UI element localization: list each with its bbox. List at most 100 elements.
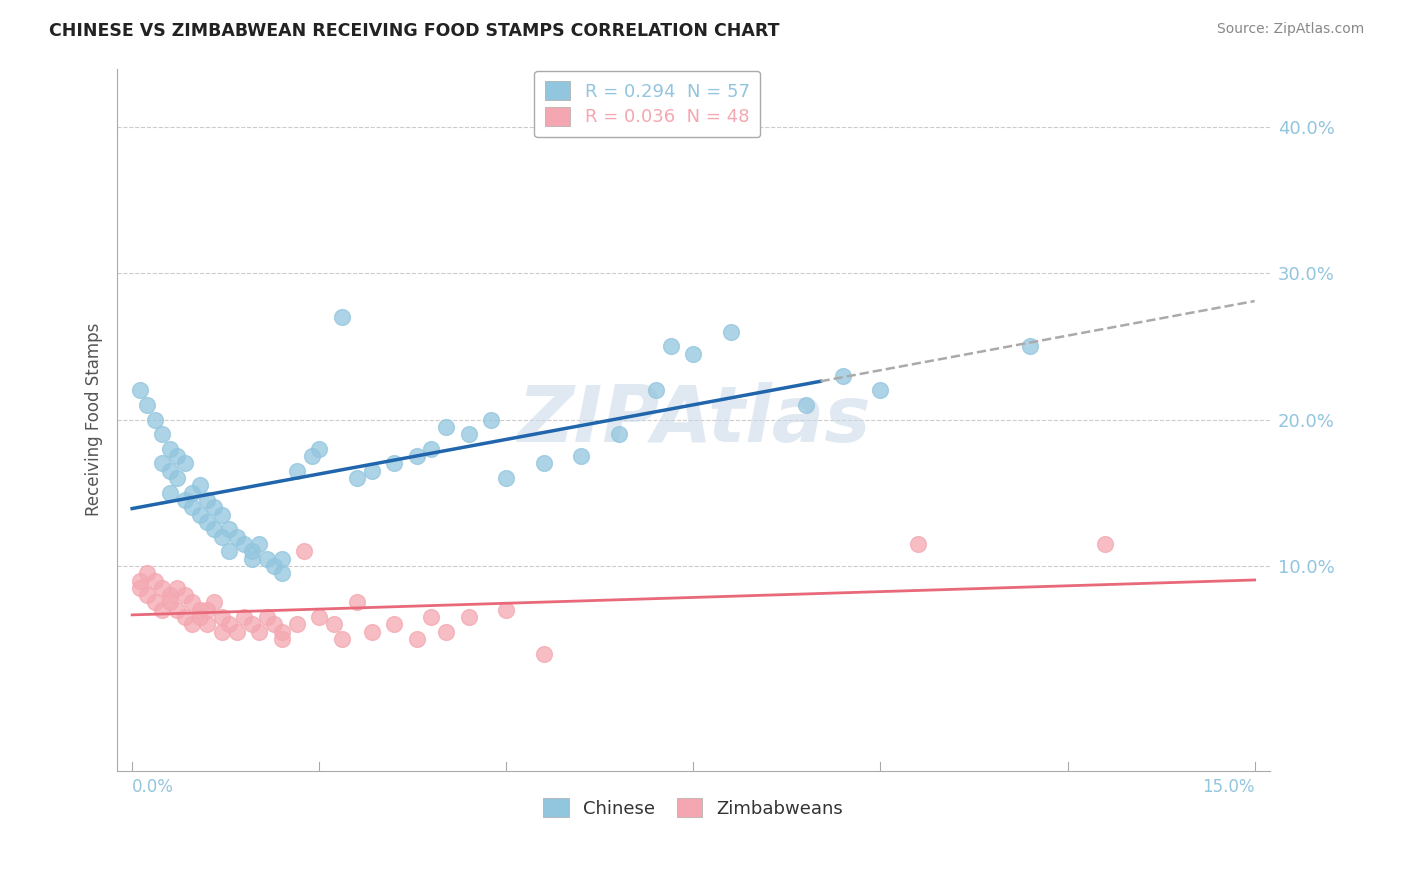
Point [204, 522, 226, 536]
Point [832, 368, 855, 383]
Point [195, 603, 218, 617]
Legend: Chinese, Zimbabweans: Chinese, Zimbabweans [536, 791, 851, 825]
Point [195, 617, 218, 632]
Point [479, 412, 502, 426]
Point [218, 617, 240, 632]
Point [682, 347, 704, 361]
Point [645, 384, 668, 398]
Point [181, 617, 204, 632]
Point [308, 442, 330, 456]
Point [181, 500, 204, 515]
Point [211, 530, 233, 544]
Point [159, 464, 181, 478]
Point [240, 551, 263, 566]
Point [346, 471, 368, 485]
Text: ZIPAtlas: ZIPAtlas [516, 382, 870, 458]
Point [143, 412, 166, 426]
Point [136, 588, 159, 602]
Point [166, 449, 188, 463]
Y-axis label: Receiving Food Stamps: Receiving Food Stamps [86, 323, 103, 516]
Point [195, 493, 218, 508]
Point [495, 603, 517, 617]
Point [360, 624, 382, 639]
Point [159, 442, 181, 456]
Point [128, 581, 150, 595]
Point [181, 595, 204, 609]
Point [405, 449, 427, 463]
Point [308, 610, 330, 624]
Point [495, 471, 517, 485]
Point [150, 581, 173, 595]
Point [420, 610, 443, 624]
Point [233, 610, 256, 624]
Point [173, 610, 195, 624]
Point [247, 537, 270, 551]
Point [143, 574, 166, 588]
Point [436, 624, 458, 639]
Point [211, 508, 233, 522]
Text: 0.0%: 0.0% [132, 778, 174, 796]
Point [405, 632, 427, 646]
Point [659, 339, 682, 353]
Point [360, 464, 382, 478]
Point [285, 464, 308, 478]
Point [270, 624, 292, 639]
Point [159, 595, 181, 609]
Point [218, 544, 240, 558]
Point [1019, 339, 1042, 353]
Point [607, 427, 630, 442]
Point [226, 530, 249, 544]
Point [166, 581, 188, 595]
Point [136, 566, 159, 581]
Point [263, 558, 285, 573]
Point [226, 624, 249, 639]
Point [270, 566, 292, 581]
Point [188, 508, 211, 522]
Point [136, 398, 159, 412]
Point [166, 471, 188, 485]
Point [166, 603, 188, 617]
Point [143, 595, 166, 609]
Point [323, 617, 346, 632]
Point [159, 485, 181, 500]
Point [150, 603, 173, 617]
Point [346, 595, 368, 609]
Point [533, 457, 555, 471]
Point [794, 398, 817, 412]
Text: 15.0%: 15.0% [1202, 778, 1254, 796]
Point [533, 647, 555, 661]
Point [907, 537, 929, 551]
Point [204, 595, 226, 609]
Point [211, 610, 233, 624]
Point [173, 493, 195, 508]
Point [150, 457, 173, 471]
Point [457, 427, 479, 442]
Point [330, 310, 353, 325]
Point [181, 485, 204, 500]
Point [188, 610, 211, 624]
Point [256, 610, 278, 624]
Point [218, 522, 240, 536]
Text: Source: ZipAtlas.com: Source: ZipAtlas.com [1216, 22, 1364, 37]
Point [285, 617, 308, 632]
Point [247, 624, 270, 639]
Point [256, 551, 278, 566]
Point [233, 537, 256, 551]
Point [263, 617, 285, 632]
Point [128, 384, 150, 398]
Point [420, 442, 443, 456]
Point [569, 449, 592, 463]
Point [150, 427, 173, 442]
Text: CHINESE VS ZIMBABWEAN RECEIVING FOOD STAMPS CORRELATION CHART: CHINESE VS ZIMBABWEAN RECEIVING FOOD STA… [49, 22, 780, 40]
Point [720, 325, 742, 339]
Point [195, 515, 218, 529]
Point [869, 384, 891, 398]
Point [436, 420, 458, 434]
Point [240, 617, 263, 632]
Point [188, 603, 211, 617]
Point [292, 544, 315, 558]
Point [382, 457, 405, 471]
Point [211, 624, 233, 639]
Point [128, 574, 150, 588]
Point [270, 632, 292, 646]
